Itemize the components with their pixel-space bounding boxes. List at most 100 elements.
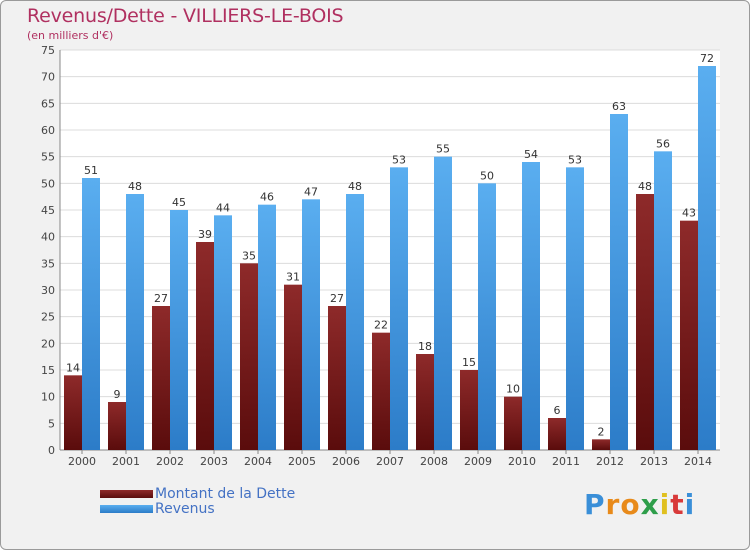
y-tick-label: 10 bbox=[41, 391, 55, 404]
bar-dette bbox=[592, 439, 610, 450]
legend: Montant de la Dette Revenus bbox=[100, 486, 295, 517]
data-label-revenus: 47 bbox=[304, 185, 318, 198]
bar-revenus bbox=[170, 210, 188, 450]
logo-letter: P bbox=[584, 488, 606, 521]
y-tick-label: 50 bbox=[41, 177, 55, 190]
bar-revenus bbox=[390, 167, 408, 451]
bar-revenus bbox=[214, 215, 232, 450]
bar-dette bbox=[416, 354, 434, 450]
data-label-dette: 10 bbox=[506, 383, 520, 396]
legend-swatch-dette bbox=[100, 489, 153, 498]
legend-label-revenus: Revenus bbox=[155, 500, 215, 517]
y-tick-label: 70 bbox=[41, 71, 55, 84]
logo-letter: i bbox=[659, 488, 671, 521]
bar-revenus bbox=[434, 156, 452, 450]
bar-dette bbox=[636, 194, 654, 450]
y-tick-label: 35 bbox=[41, 257, 55, 270]
bar-dette bbox=[108, 402, 126, 450]
logo-letter: i bbox=[684, 488, 696, 521]
bar-dette bbox=[680, 220, 698, 450]
y-tick-label: 60 bbox=[41, 124, 55, 137]
data-label-revenus: 46 bbox=[260, 191, 274, 204]
bar-dette bbox=[152, 306, 170, 450]
x-tick-label: 2004 bbox=[244, 455, 272, 468]
bar-dette bbox=[328, 306, 346, 450]
legend-item-dette: Montant de la Dette bbox=[100, 486, 295, 502]
bar-revenus bbox=[610, 114, 628, 450]
data-label-dette: 35 bbox=[242, 249, 256, 262]
y-tick-label: 40 bbox=[41, 231, 55, 244]
bar-revenus bbox=[82, 178, 100, 450]
y-tick-label: 20 bbox=[41, 337, 55, 350]
legend-swatch-revenus bbox=[100, 504, 153, 513]
bar-revenus bbox=[522, 162, 540, 450]
data-label-dette: 43 bbox=[682, 207, 696, 220]
x-tick-label: 2003 bbox=[200, 455, 228, 468]
data-label-revenus: 56 bbox=[656, 137, 670, 150]
data-label-dette: 14 bbox=[66, 361, 80, 374]
bar-revenus bbox=[302, 199, 320, 450]
data-label-revenus: 51 bbox=[84, 164, 98, 177]
bar-revenus bbox=[566, 167, 584, 451]
data-label-dette: 31 bbox=[286, 271, 300, 284]
y-tick-label: 45 bbox=[41, 204, 55, 217]
bar-revenus bbox=[346, 194, 364, 450]
x-tick-label: 2014 bbox=[684, 455, 712, 468]
bar-dette bbox=[372, 332, 390, 450]
y-tick-label: 0 bbox=[48, 444, 55, 457]
y-tick-label: 30 bbox=[41, 284, 55, 297]
x-tick-label: 2011 bbox=[552, 455, 580, 468]
y-tick-label: 5 bbox=[48, 417, 55, 430]
chart-title: Revenus/Dette - VILLIERS-LE-BOIS bbox=[27, 5, 344, 27]
x-tick-label: 2005 bbox=[288, 455, 316, 468]
proxiti-logo: Proxiti bbox=[584, 488, 695, 521]
bar-revenus bbox=[478, 183, 496, 451]
data-label-dette: 6 bbox=[554, 404, 561, 417]
bar-dette bbox=[504, 396, 522, 450]
logo-letter: r bbox=[605, 488, 621, 521]
data-label-revenus: 55 bbox=[436, 143, 450, 156]
data-label-dette: 22 bbox=[374, 319, 388, 332]
x-tick-label: 2013 bbox=[640, 455, 668, 468]
x-tick-label: 2000 bbox=[68, 455, 96, 468]
data-label-dette: 18 bbox=[418, 340, 432, 353]
y-tick-label: 25 bbox=[41, 311, 55, 324]
data-label-revenus: 48 bbox=[348, 180, 362, 193]
x-tick-label: 2001 bbox=[112, 455, 140, 468]
bar-revenus bbox=[654, 151, 672, 451]
bar-dette bbox=[460, 370, 478, 450]
x-tick-label: 2008 bbox=[420, 455, 448, 468]
bar-revenus bbox=[698, 66, 716, 450]
x-tick-label: 2009 bbox=[464, 455, 492, 468]
bar-dette bbox=[196, 242, 214, 450]
bar-dette bbox=[548, 418, 566, 450]
data-label-dette: 15 bbox=[462, 356, 476, 369]
data-label-dette: 27 bbox=[330, 292, 344, 305]
data-label-revenus: 48 bbox=[128, 180, 142, 193]
data-label-dette: 2 bbox=[598, 425, 605, 438]
bar-dette bbox=[284, 284, 302, 450]
data-label-revenus: 63 bbox=[612, 100, 626, 113]
x-tick-label: 2007 bbox=[376, 455, 404, 468]
data-label-dette: 48 bbox=[638, 180, 652, 193]
y-tick-label: 15 bbox=[41, 364, 55, 377]
x-tick-label: 2010 bbox=[508, 455, 536, 468]
x-tick-label: 2006 bbox=[332, 455, 360, 468]
data-label-dette: 39 bbox=[198, 228, 212, 241]
y-tick-label: 75 bbox=[41, 44, 55, 57]
data-label-revenus: 50 bbox=[480, 169, 494, 182]
bar-dette bbox=[64, 375, 82, 450]
data-label-dette: 9 bbox=[114, 388, 121, 401]
data-label-revenus: 45 bbox=[172, 196, 186, 209]
data-label-revenus: 53 bbox=[568, 153, 582, 166]
x-tick-label: 2002 bbox=[156, 455, 184, 468]
chart-subtitle: (en milliers d'€) bbox=[27, 29, 114, 42]
logo-letter: o bbox=[620, 488, 641, 521]
bar-dette bbox=[240, 263, 258, 450]
data-label-revenus: 53 bbox=[392, 153, 406, 166]
logo-letter: t bbox=[670, 488, 685, 521]
data-label-revenus: 72 bbox=[700, 52, 714, 65]
data-label-dette: 27 bbox=[154, 292, 168, 305]
x-tick-label: 2012 bbox=[596, 455, 624, 468]
